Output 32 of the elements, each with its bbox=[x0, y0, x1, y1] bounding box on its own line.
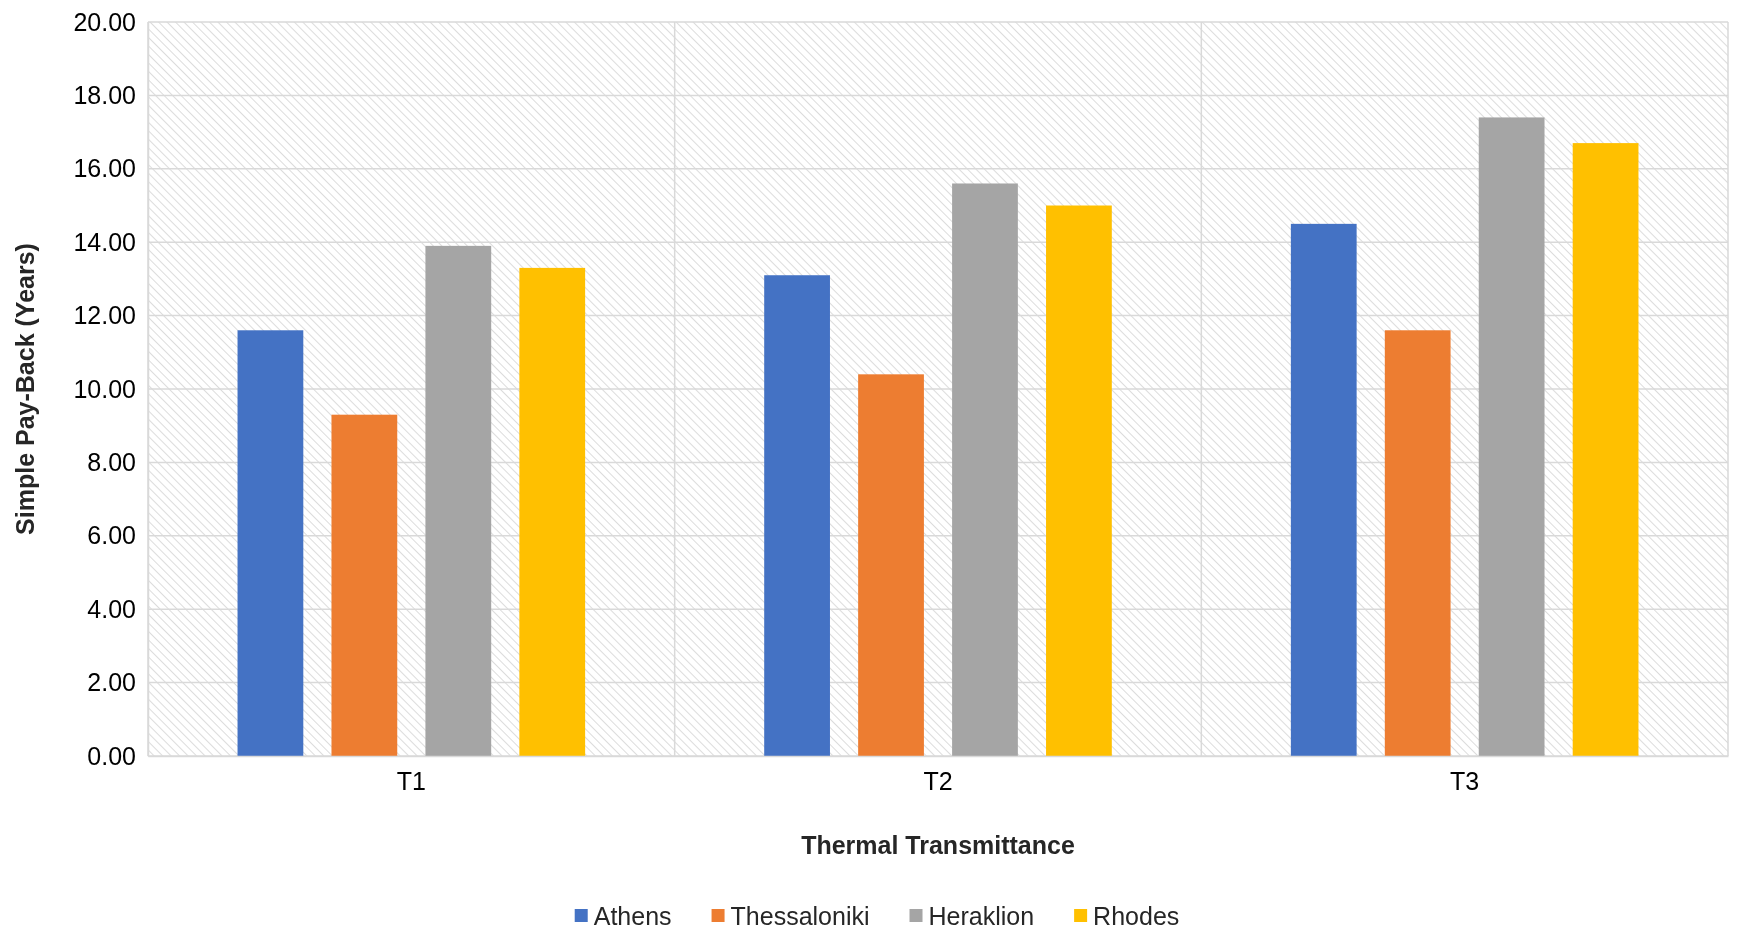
bar bbox=[331, 414, 398, 756]
bar bbox=[519, 267, 586, 756]
y-tick-label: 6.00 bbox=[87, 521, 136, 550]
y-tick-label: 4.00 bbox=[87, 594, 136, 623]
y-tick-label: 8.00 bbox=[87, 447, 136, 476]
x-tick-label: T1 bbox=[396, 766, 426, 795]
x-axis-title: Thermal Transmittance bbox=[801, 831, 1075, 859]
bar bbox=[1478, 117, 1545, 756]
bar bbox=[425, 245, 492, 756]
y-tick-label: 10.00 bbox=[73, 374, 136, 403]
bar bbox=[1572, 143, 1639, 756]
y-tick-label: 12.00 bbox=[73, 301, 136, 330]
y-axis-title: Simple Pay-Back (Years) bbox=[11, 243, 39, 535]
y-tick-label: 2.00 bbox=[87, 668, 136, 697]
legend-label: Rhodes bbox=[1093, 901, 1180, 930]
y-tick-label: 16.00 bbox=[73, 154, 136, 183]
bar bbox=[237, 330, 304, 756]
legend-label: Heraklion bbox=[928, 901, 1035, 930]
y-tick-label: 20.00 bbox=[73, 7, 136, 36]
x-tick-label: T2 bbox=[923, 766, 953, 795]
bar bbox=[858, 374, 924, 756]
y-tick-label: 14.00 bbox=[73, 227, 136, 256]
legend-label: Thessaloniki bbox=[730, 901, 870, 930]
y-tick-label: 0.00 bbox=[87, 741, 136, 770]
bar bbox=[764, 275, 830, 756]
y-tick-label: 18.00 bbox=[73, 80, 136, 109]
bar bbox=[1290, 223, 1357, 756]
bar bbox=[1046, 205, 1112, 756]
bar bbox=[1384, 330, 1451, 756]
legend-label: Athens bbox=[593, 901, 672, 930]
x-tick-label: T3 bbox=[1450, 766, 1480, 795]
bar bbox=[952, 183, 1018, 756]
